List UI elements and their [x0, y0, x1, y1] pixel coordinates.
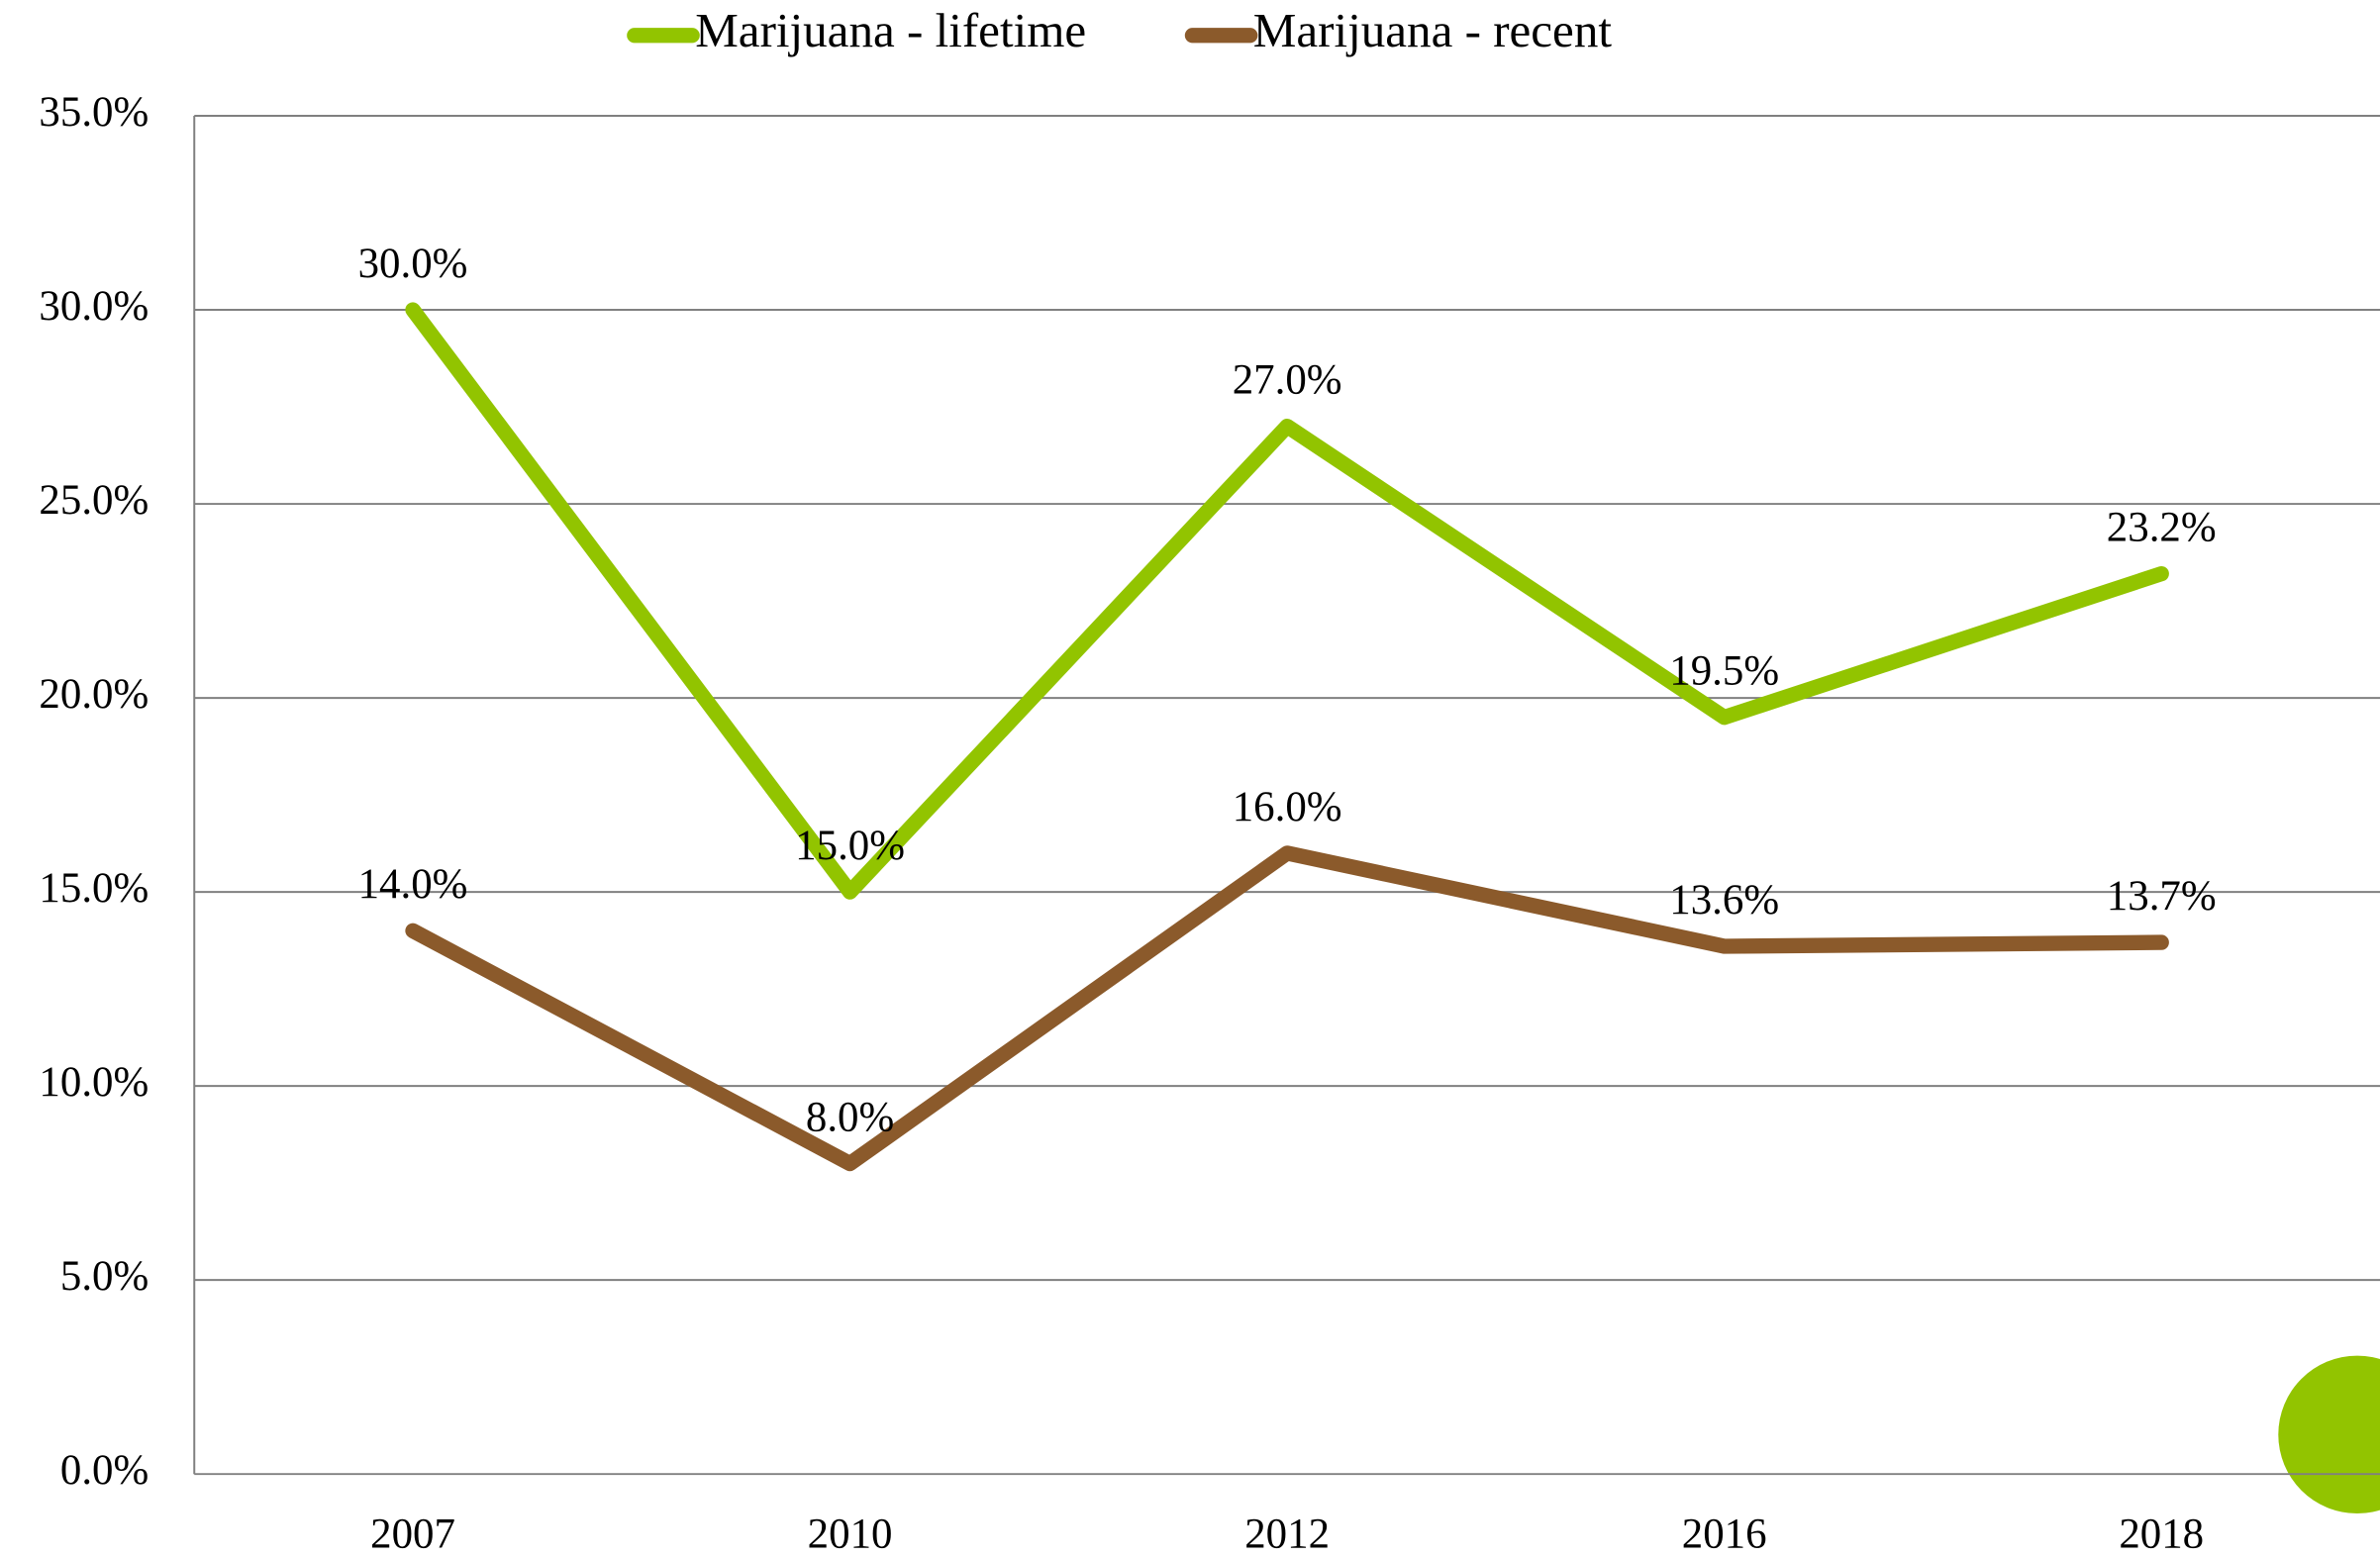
series-line: [405, 845, 2169, 1172]
x-tick-label: 2007: [370, 1510, 455, 1557]
legend-label: Marijuana - recent: [1253, 3, 1613, 57]
data-label: 8.0%: [806, 1094, 894, 1140]
data-label: 13.6%: [1669, 877, 1779, 924]
x-tick-label: 2018: [2119, 1510, 2204, 1557]
data-label: 16.0%: [1233, 784, 1342, 830]
x-tick-label: 2010: [808, 1510, 893, 1557]
x-tick-label: 2016: [1682, 1510, 1767, 1557]
data-label: 14.0%: [358, 861, 468, 908]
y-tick-label: 20.0%: [39, 671, 149, 718]
data-label: 19.5%: [1669, 648, 1779, 695]
decor-circle: [2278, 1355, 2380, 1514]
series-line: [405, 302, 2169, 900]
y-tick-label: 0.0%: [60, 1447, 149, 1494]
data-label: 23.2%: [2107, 505, 2217, 551]
data-label: 13.7%: [2107, 873, 2217, 920]
x-tick-label: 2012: [1244, 1510, 1330, 1557]
legend-label: Marijuana - lifetime: [695, 3, 1086, 57]
data-label: 30.0%: [358, 241, 468, 287]
legend: Marijuana - lifetime Marijuana - recent: [627, 3, 1613, 57]
y-tick-label: 10.0%: [39, 1059, 149, 1106]
y-tick-label: 35.0%: [39, 89, 149, 136]
data-label: 15.0%: [795, 823, 905, 869]
y-tick-label: 5.0%: [60, 1253, 149, 1300]
data-label: 27.0%: [1233, 357, 1342, 404]
y-tick-label: 15.0%: [39, 865, 149, 912]
y-tick-label: 25.0%: [39, 477, 149, 524]
y-tick-label: 30.0%: [39, 283, 149, 330]
